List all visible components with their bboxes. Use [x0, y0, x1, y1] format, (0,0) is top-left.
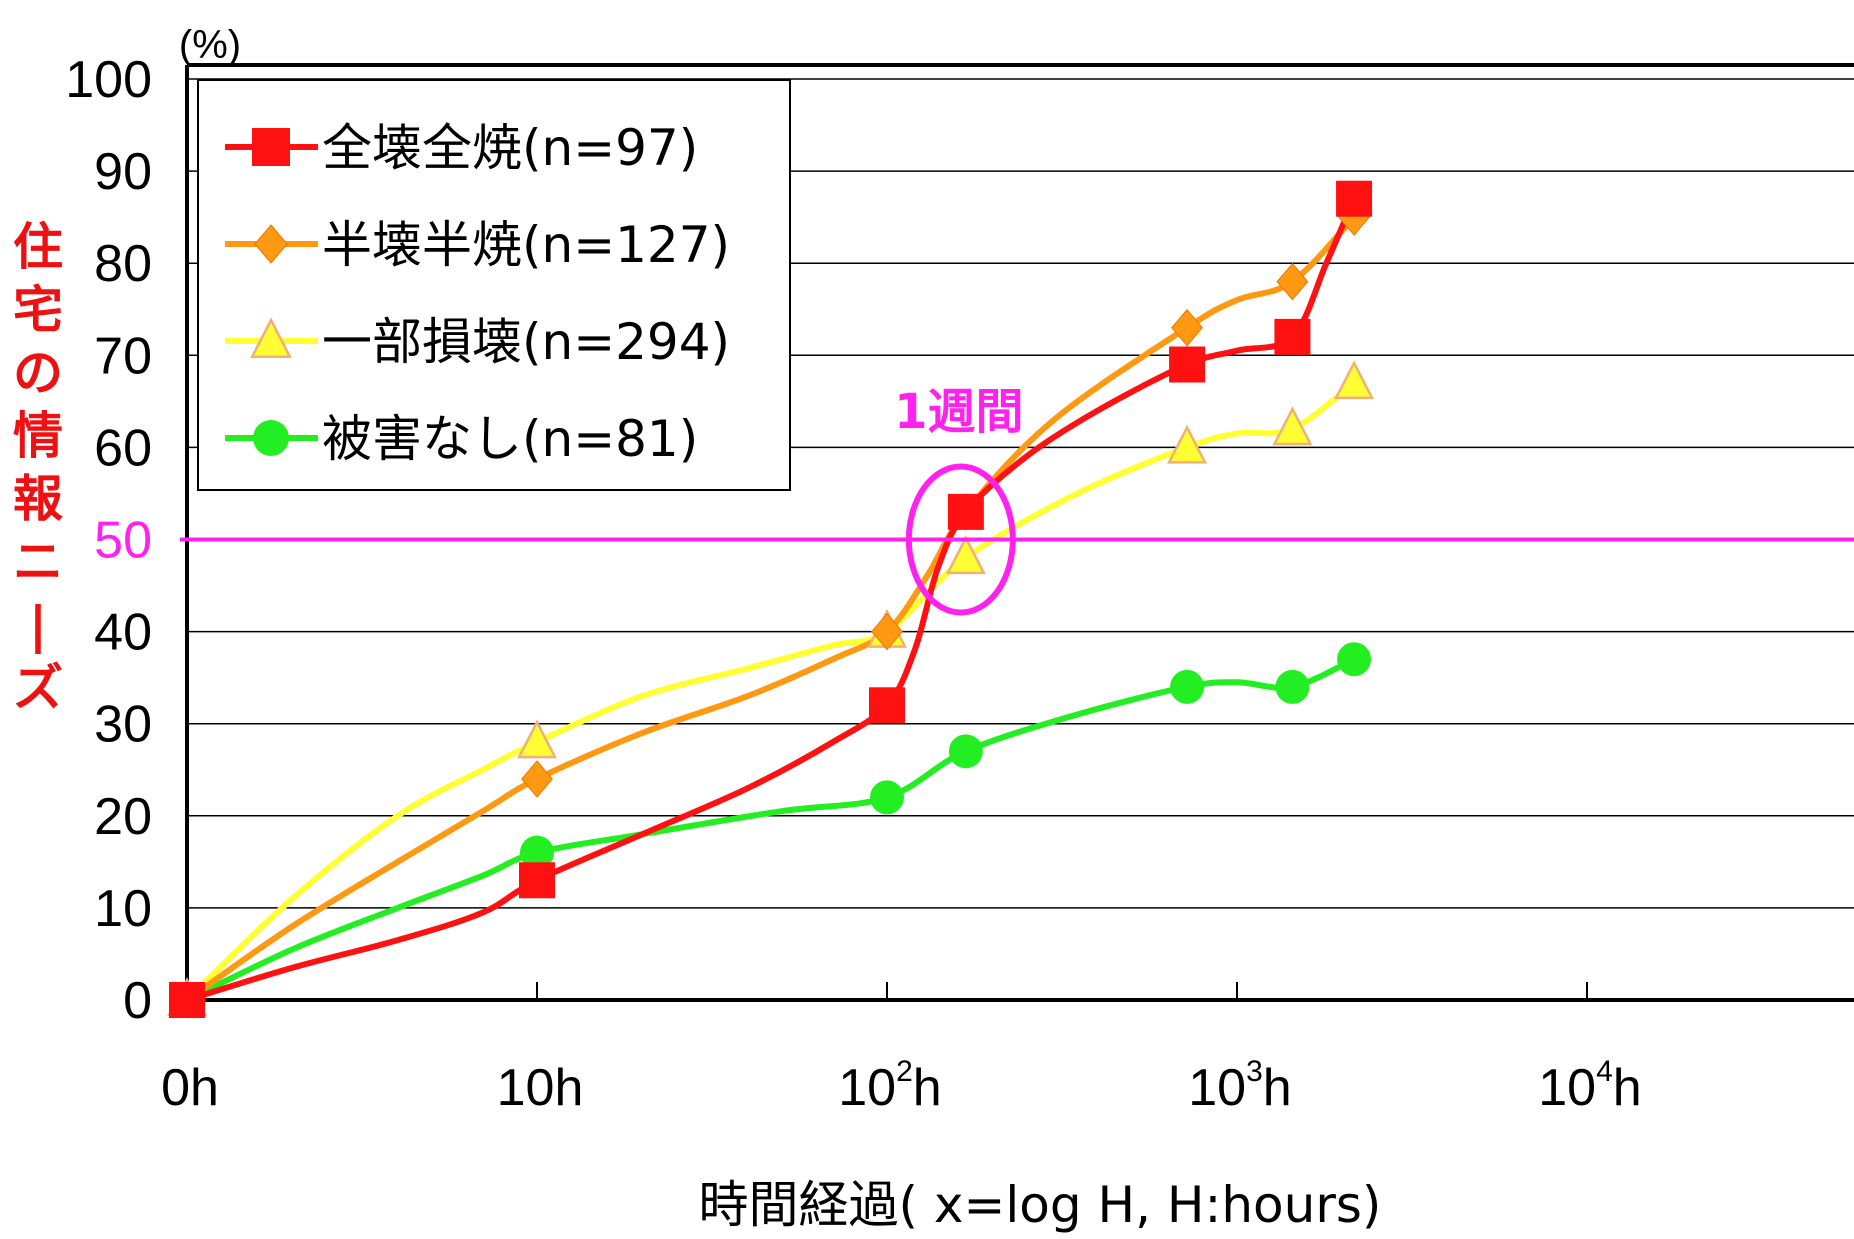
y-axis-title-char: |	[28, 596, 48, 654]
series-3-point-6	[1337, 642, 1372, 677]
y-tick-label: 100	[65, 51, 152, 109]
y-tick-label: 60	[94, 419, 152, 477]
series-1-point-5	[1276, 262, 1309, 301]
series-2-point-1	[516, 719, 558, 759]
legend-label: 一部損壊(n=294)	[322, 313, 730, 371]
legend-marker-triangle	[250, 317, 292, 358]
legend-marker-diamond	[254, 224, 288, 264]
series-2-point-6	[1334, 360, 1375, 400]
y-tick-label: 10	[94, 880, 152, 938]
x-axis-title: 時間経過( x=log H, H:hours)	[699, 1176, 1382, 1234]
series-1-point-2	[871, 612, 903, 651]
series-0-point-2	[869, 687, 905, 724]
tick-labels: 0 10 20 30 40 50 60 70 80 90 100 0h 10h 102h 103h 104h	[65, 51, 1641, 1117]
series-3-point-4	[1170, 669, 1205, 704]
series-line-2	[184, 379, 1358, 1003]
series-1-point-1	[521, 760, 553, 798]
annotation-label: 1週間	[894, 384, 1023, 440]
y-axis-title-char: ズ	[13, 659, 63, 717]
y-axis-title-char: 住	[13, 218, 63, 276]
y-tick-label: 0	[123, 972, 152, 1030]
series-2-point-3	[945, 535, 986, 575]
legend-label: 全壊全焼(n=97)	[322, 119, 698, 177]
y-axis-title-char: の	[13, 344, 63, 402]
series-1-point-4	[1171, 308, 1204, 347]
y-tick-label: 80	[94, 235, 152, 293]
x-tick-label: 0h	[161, 1059, 219, 1117]
series-3-point-3	[948, 734, 983, 769]
legend-item-3: 被害なし(n=81)	[225, 410, 698, 468]
reference-group: 1週間	[180, 384, 1854, 616]
x-tick-label: 102h	[838, 1055, 941, 1117]
series-3-point-2	[870, 780, 904, 815]
y-tick-label: 30	[94, 696, 152, 754]
y-tick-label: 40	[94, 604, 152, 662]
series-line-3	[184, 656, 1358, 1003]
y-unit-label: (%)	[179, 23, 241, 67]
series-0-point-6	[1336, 180, 1373, 217]
y-tick-label: 20	[94, 788, 152, 846]
y-axis-title-char: ニ	[13, 533, 63, 591]
y-tick-label: 90	[94, 143, 152, 201]
series-2-point-4	[1167, 424, 1208, 464]
y-axis-title-char: 情	[13, 407, 63, 465]
series-2-point-5	[1272, 406, 1313, 446]
legend-marker-square	[252, 128, 290, 166]
x-tick-label: 103h	[1188, 1055, 1291, 1117]
annotation-ellipse	[905, 463, 1016, 616]
y-axis-title-char: 宅	[13, 281, 63, 339]
legend-marker-circle	[253, 420, 289, 456]
x-tick-label: 104h	[1538, 1055, 1641, 1117]
legend-label: 被害なし(n=81)	[322, 410, 698, 468]
legend-item-0: 全壊全焼(n=97)	[225, 119, 698, 177]
series-0-point-3	[947, 493, 984, 530]
x-tick-label: 10h	[497, 1059, 584, 1117]
series-line-0	[184, 195, 1358, 1003]
series-0-point-0	[169, 982, 205, 1018]
series-0-point-1	[519, 862, 555, 899]
y-tick-label: 50	[94, 512, 152, 570]
legend-label: 半壊半焼(n=127)	[322, 216, 730, 274]
y-tick-label: 70	[94, 327, 152, 385]
series-0-point-5	[1274, 318, 1311, 355]
series-3-point-1	[520, 835, 554, 870]
axes	[185, 63, 1854, 1002]
legend: 全壊全焼(n=97) 半壊半焼(n=127) 一部損壊(n=294) 被害なし(n=8…	[197, 79, 791, 491]
legend-item-2: 一部損壊(n=294)	[225, 313, 730, 371]
series-group	[166, 180, 1375, 1019]
series-3-point-5	[1275, 669, 1310, 704]
series-0-point-4	[1169, 346, 1206, 383]
legend-item-1: 半壊半焼(n=127)	[225, 216, 730, 274]
y-axis-title-char: 報	[13, 470, 63, 528]
